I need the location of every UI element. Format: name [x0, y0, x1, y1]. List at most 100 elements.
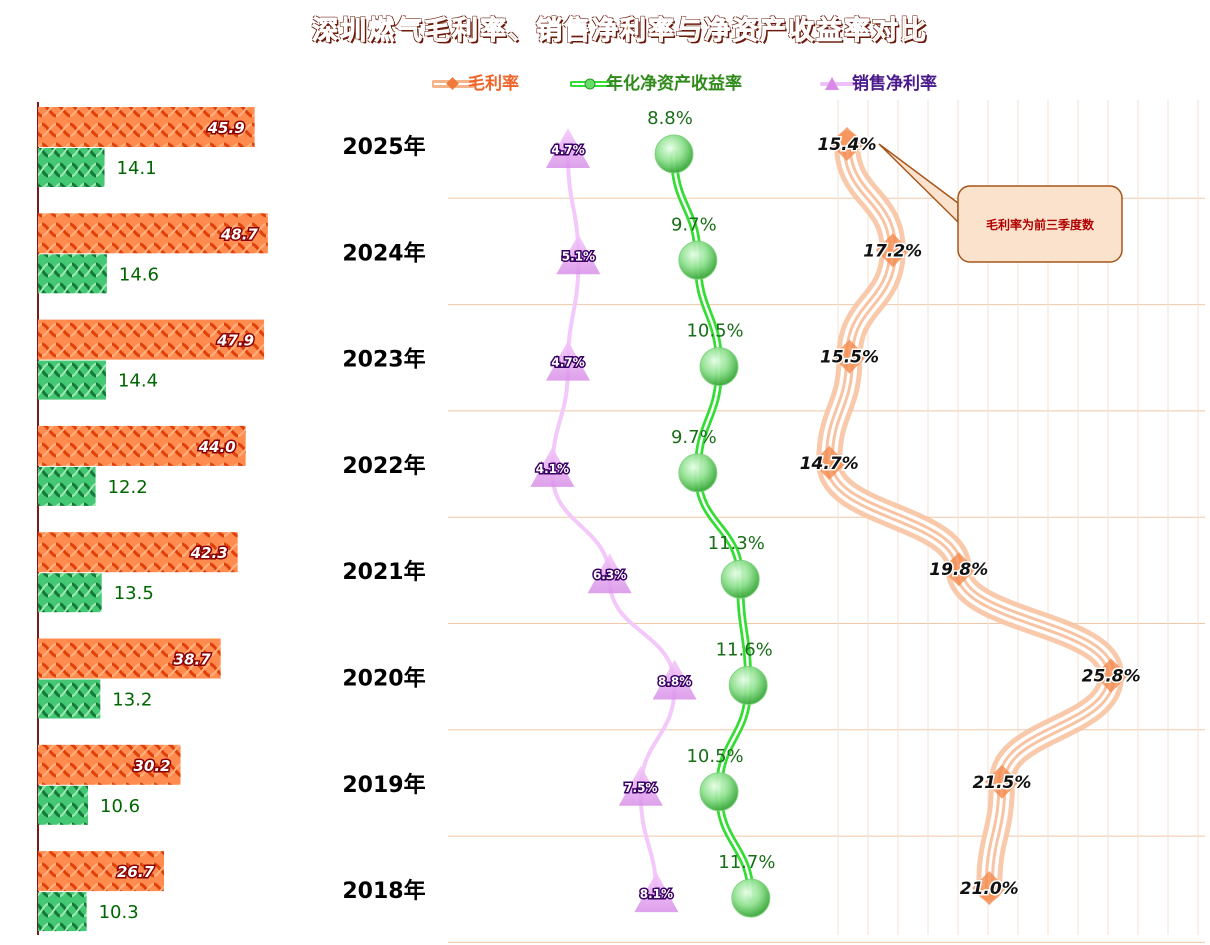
net-margin-label: 8.1% — [640, 887, 673, 901]
roe-label: 10.5% — [686, 321, 743, 342]
net-margin-label: 7.5% — [624, 781, 657, 795]
bar-value-label: 44.0 — [198, 438, 236, 456]
gross-margin-line-center — [827, 143, 1113, 889]
year-labels: 2025年 2024年 2023年 2022年 2021年 2020年 2019年 2018年 — [342, 134, 425, 904]
gross-margin-label: 15.5% — [820, 348, 879, 368]
roe-label: 11.6% — [716, 640, 773, 661]
gross-margin-marker — [1094, 658, 1129, 693]
gross-margin-swatch-icon — [432, 77, 476, 90]
year-label: 2025年 — [342, 134, 425, 160]
callout-text: 毛利率为前三季度数 — [986, 217, 1095, 232]
bar-gross-margin — [38, 213, 268, 254]
bar-series: 45.9 14.1 48.7 14.6 47.9 14.4 44.0 12.2 42.3 13.5… — [37, 102, 268, 935]
roe-marker — [699, 347, 739, 387]
net-margin-marker — [587, 553, 632, 594]
net-margin-label: 4.7% — [551, 356, 584, 370]
bar-gross-margin — [38, 107, 255, 147]
roe-marker — [654, 134, 694, 174]
gross-margin-marker — [972, 871, 1007, 906]
roe-marker — [678, 453, 718, 493]
bar-value-label: 42.3 — [190, 544, 228, 562]
bar-value-label: 48.7 — [220, 225, 259, 243]
gross-margin-label: 21.5% — [972, 773, 1031, 793]
year-label: 2024年 — [342, 240, 425, 266]
bar-value-label: 10.6 — [100, 796, 140, 817]
bar-roe — [38, 785, 89, 825]
callout: 毛利率为前三季度数 — [878, 143, 1123, 263]
roe-marker — [699, 772, 739, 812]
year-label: 2022年 — [342, 453, 425, 479]
legend-label: 年化净资产收益率 — [606, 74, 742, 94]
legend-item-net-margin[interactable]: 销售净利率 — [820, 73, 970, 95]
bar-roe — [38, 148, 105, 187]
chart-title: 深圳燃气毛利率、销售净利率与净资产收益率对比 — [311, 16, 928, 47]
gross-margin-label: 14.7% — [800, 454, 859, 474]
year-label: 2018年 — [342, 878, 425, 904]
bar-value-label: 12.2 — [108, 477, 148, 498]
roe-swatch-icon — [570, 78, 613, 90]
gross-margin-label: 25.8% — [1082, 667, 1141, 687]
year-label: 2023年 — [342, 347, 425, 373]
net-margin-marker — [652, 659, 697, 700]
roe-marker — [728, 666, 768, 705]
gross-margin-label: 15.4% — [818, 135, 877, 155]
callout-box — [957, 185, 1123, 263]
bar-value-label: 14.6 — [119, 264, 159, 285]
net-margin-marker — [618, 765, 663, 806]
gross-margin-marker — [830, 127, 864, 161]
bar-gross-margin — [38, 532, 238, 573]
bar-gross-margin — [38, 638, 221, 679]
bar-gross-margin — [38, 425, 246, 466]
bar-gross-margin — [38, 319, 265, 360]
bar-roe — [38, 466, 96, 506]
year-label: 2021年 — [342, 559, 425, 585]
net-margin-label: 6.3% — [593, 568, 626, 582]
year-label: 2019年 — [342, 772, 425, 798]
legend-label: 销售净利率 — [852, 74, 937, 94]
legend: 毛利率 年化净资产收益率 销售净利率 — [0, 73, 1210, 95]
roe-label: 9.7% — [671, 214, 717, 235]
gross-margin-marker — [941, 552, 976, 587]
gross-margin-label: 21.0% — [960, 879, 1019, 899]
bar-value-label: 13.5 — [114, 583, 154, 604]
roe-marker — [731, 878, 771, 918]
roe-label: 11.3% — [708, 533, 765, 554]
gross-margin-marker — [984, 764, 1019, 799]
gross-margin-label: 19.8% — [929, 560, 988, 580]
bar-value-label: 30.2 — [134, 757, 171, 775]
roe-label: 9.7% — [671, 427, 717, 448]
net-margin-label: 5.1% — [562, 249, 595, 263]
line-points: 15.4% 17.2% 15.5% 14.7% 19.8% 25.8% 21.5% 21.0%… — [530, 108, 1142, 918]
net-margin-marker — [556, 234, 601, 275]
net-margin-marker — [530, 446, 575, 487]
gross-margin-marker — [832, 339, 867, 374]
bar-value-label: 26.7 — [117, 863, 155, 881]
bar-value-label: 13.2 — [112, 690, 152, 711]
roe-marker — [720, 559, 760, 599]
net-margin-marker — [634, 872, 679, 913]
bar-value-label: 14.1 — [117, 158, 157, 179]
bar-roe — [38, 892, 87, 932]
legend-label: 毛利率 — [468, 74, 519, 94]
net-margin-label: 8.8% — [658, 675, 691, 689]
roe-marker — [678, 240, 718, 280]
bar-gross-margin — [38, 744, 181, 785]
bar-value-label: 14.4 — [118, 371, 158, 392]
net-margin-label: 4.1% — [536, 462, 569, 476]
net-margin-marker — [546, 128, 590, 168]
roe-label: 10.5% — [686, 746, 743, 767]
bar-value-label: 45.9 — [207, 119, 245, 137]
bar-roe — [38, 254, 107, 294]
legend-item-roe[interactable]: 年化净资产收益率 — [570, 73, 780, 95]
bar-roe — [38, 360, 106, 400]
bar-gross-margin — [38, 851, 165, 892]
gross-margin-label: 17.2% — [863, 241, 922, 261]
net-margin-marker — [546, 340, 590, 381]
bar-value-label: 10.3 — [99, 902, 139, 923]
bar-roe — [38, 679, 101, 719]
gross-margin-marker — [812, 445, 847, 480]
year-label: 2020年 — [342, 666, 425, 692]
bar-value-label: 47.9 — [216, 332, 254, 350]
legend-item-gross-margin[interactable]: 毛利率 — [432, 73, 542, 95]
